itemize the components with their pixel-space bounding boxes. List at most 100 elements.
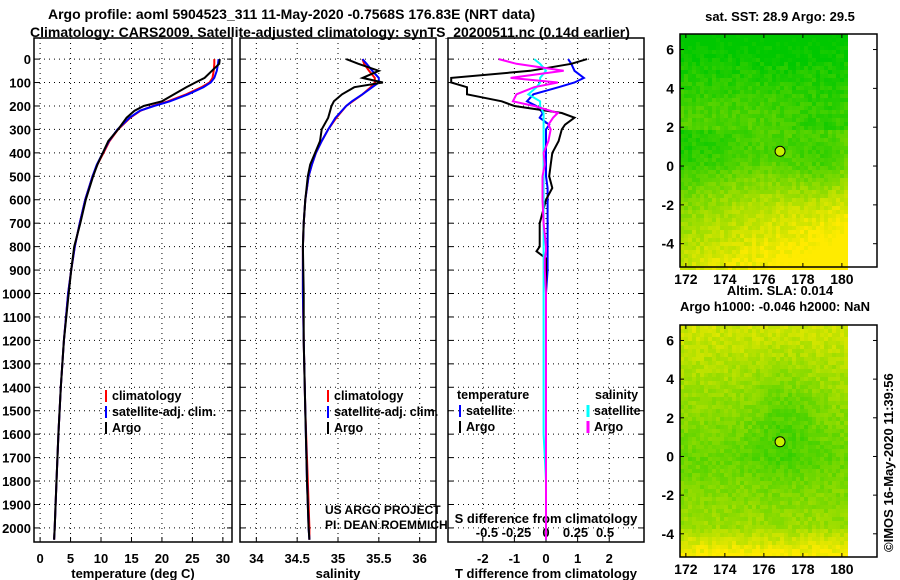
map-cell: [844, 126, 848, 130]
map-cell: [776, 453, 780, 457]
map-cell: [696, 74, 700, 78]
map-cell: [712, 54, 716, 58]
map-cell: [752, 441, 756, 445]
map-cell: [744, 549, 748, 553]
map-cell: [768, 537, 772, 541]
map-cell: [720, 533, 724, 537]
map-cell: [712, 210, 716, 214]
map-cell: [684, 130, 688, 134]
map-cell: [788, 158, 792, 162]
map-cell: [772, 441, 776, 445]
map-cell: [712, 333, 716, 337]
map-cell: [784, 393, 788, 397]
map-cell: [768, 102, 772, 106]
map-cell: [692, 369, 696, 373]
map-cell: [720, 206, 724, 210]
map-cell: [708, 377, 712, 381]
map-cell: [704, 90, 708, 94]
map-cell: [684, 489, 688, 493]
map-cell: [840, 242, 844, 246]
map-cell: [732, 465, 736, 469]
map-cell: [748, 202, 752, 206]
map-cell: [760, 525, 764, 529]
map-cell: [776, 501, 780, 505]
map-cell: [816, 353, 820, 357]
map-cell: [708, 182, 712, 186]
map-cell: [844, 70, 848, 74]
map-cell: [808, 146, 812, 150]
map-cell: [728, 170, 732, 174]
map-cell: [824, 202, 828, 206]
map-cell: [696, 373, 700, 377]
map-cell: [704, 425, 708, 429]
map-cell: [700, 541, 704, 545]
map-cell: [712, 118, 716, 122]
map-cell: [832, 62, 836, 66]
map-cell: [824, 214, 828, 218]
map-cell: [736, 421, 740, 425]
map-cell: [844, 158, 848, 162]
map-cell: [796, 122, 800, 126]
map-cell: [728, 186, 732, 190]
map-cell: [796, 533, 800, 537]
map-cell: [752, 473, 756, 477]
map-cell: [724, 150, 728, 154]
map-cell: [816, 549, 820, 553]
title-line-2: Climatology: CARS2009. Satellite-adjuste…: [30, 24, 630, 40]
map-cell: [804, 525, 808, 529]
map-cell: [788, 389, 792, 393]
map-cell: [700, 138, 704, 142]
map-cell: [792, 206, 796, 210]
map-cell: [804, 529, 808, 533]
map-cell: [804, 441, 808, 445]
map-cell: [820, 369, 824, 373]
map-cell: [768, 194, 772, 198]
map-cell: [784, 509, 788, 513]
map-cell: [788, 553, 792, 557]
map-cell: [780, 178, 784, 182]
map-cell: [844, 58, 848, 62]
map-cell: [728, 341, 732, 345]
map-cell: [768, 417, 772, 421]
map-cell: [784, 341, 788, 345]
map-cell: [808, 421, 812, 425]
map-cell: [772, 361, 776, 365]
map-cell: [808, 501, 812, 505]
map-cell: [780, 413, 784, 417]
map-cell: [796, 389, 800, 393]
map-cell: [748, 142, 752, 146]
map-cell: [688, 234, 692, 238]
map-cell: [764, 238, 768, 242]
map-cell: [828, 246, 832, 250]
map-cell: [768, 377, 772, 381]
map-cell: [816, 98, 820, 102]
map-cell: [776, 485, 780, 489]
map-cell: [720, 166, 724, 170]
map-cell: [752, 409, 756, 413]
map-cell: [748, 222, 752, 226]
map-cell: [776, 409, 780, 413]
map-cell: [764, 425, 768, 429]
map-cell: [696, 82, 700, 86]
map-cell: [820, 34, 824, 38]
map-cell: [788, 457, 792, 461]
map-cell: [688, 210, 692, 214]
map-cell: [700, 425, 704, 429]
map-cell: [764, 401, 768, 405]
map-cell: [744, 501, 748, 505]
map-cell: [692, 393, 696, 397]
map-cell: [768, 182, 772, 186]
map-cell: [736, 150, 740, 154]
map-cell: [732, 449, 736, 453]
map-cell: [760, 94, 764, 98]
map-cell: [708, 226, 712, 230]
map-cell: [708, 86, 712, 90]
map-cell: [804, 325, 808, 329]
map-cell: [700, 102, 704, 106]
map-cell: [764, 397, 768, 401]
map-cell: [816, 401, 820, 405]
map-cell: [808, 357, 812, 361]
map-cell: [812, 413, 816, 417]
map-cell: [796, 62, 800, 66]
map-cell: [784, 254, 788, 258]
